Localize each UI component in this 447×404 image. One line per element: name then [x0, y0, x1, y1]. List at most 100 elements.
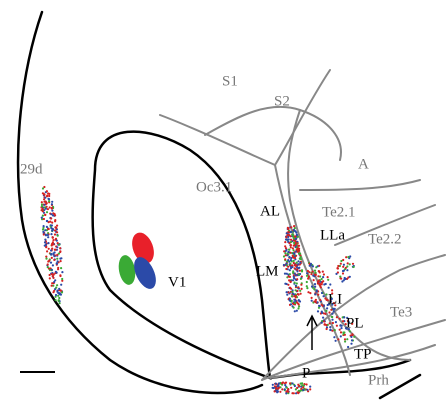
cell-dot [342, 320, 344, 322]
cell-dot [56, 225, 58, 227]
cell-dot [42, 231, 44, 233]
cell-dot [340, 278, 342, 280]
cell-dot [51, 222, 53, 224]
cell-dot [292, 272, 294, 274]
cell-dot [51, 224, 53, 226]
cell-dot [350, 336, 352, 338]
cell-dot [290, 226, 292, 228]
cell-dot [285, 236, 287, 238]
cell-dot [47, 242, 49, 244]
cell-dot [61, 291, 63, 293]
cell-dot [353, 266, 355, 268]
cell-dot [321, 283, 323, 285]
cell-dot [297, 307, 299, 309]
cell-dot [47, 208, 49, 210]
cell-dot [50, 262, 52, 264]
cell-dot [317, 275, 319, 277]
cell-dot [295, 289, 297, 291]
cell-dot [49, 206, 51, 208]
cell-dot [340, 324, 342, 326]
cell-dot [290, 281, 292, 283]
cell-dot [46, 211, 48, 213]
cell-dot [340, 327, 342, 329]
cell-dot [54, 226, 56, 228]
area-label: Te2.1 [322, 204, 356, 220]
cell-dot [297, 384, 299, 386]
cell-dot [59, 250, 61, 252]
cell-dot [302, 386, 304, 388]
cell-dot [296, 234, 298, 236]
area-label: LM [256, 263, 279, 279]
cell-dot [49, 277, 51, 279]
cell-dot [286, 232, 288, 234]
cell-dot [46, 226, 48, 228]
cell-dot [307, 278, 309, 280]
cell-dot [333, 336, 335, 338]
cell-dot [296, 282, 298, 284]
cell-dot [44, 239, 46, 241]
cell-dot [45, 208, 47, 210]
cell-dot [272, 384, 274, 386]
cell-dot [343, 264, 345, 266]
cell-dot [284, 245, 286, 247]
area-label: LI [328, 291, 342, 307]
cell-dot [299, 253, 301, 255]
cell-dot [56, 291, 58, 293]
cell-dot [323, 273, 325, 275]
cell-dot [318, 280, 320, 282]
cell-dot [293, 260, 295, 262]
cell-dot [284, 241, 286, 243]
cell-dot [274, 390, 276, 392]
cell-dot [46, 190, 48, 192]
cell-dot [57, 235, 59, 237]
cell-dot [51, 244, 53, 246]
cell-dot [309, 292, 311, 294]
cell-dot [46, 250, 48, 252]
cell-dot [296, 278, 298, 280]
cell-dot [342, 266, 344, 268]
cell-dot [291, 264, 293, 266]
cell-dot [61, 278, 63, 280]
cell-dot [54, 233, 56, 235]
cell-dot [292, 382, 294, 384]
cell-dot [315, 272, 317, 274]
cell-dot [285, 247, 287, 249]
cell-dot [56, 246, 58, 248]
cell-dot [45, 256, 47, 258]
cell-dot [293, 237, 295, 239]
cell-dot [350, 343, 352, 345]
cell-dot [292, 234, 294, 236]
border-line [205, 107, 341, 160]
cell-dot [44, 204, 46, 206]
border-line [300, 180, 420, 190]
cell-dot [59, 302, 61, 304]
cell-dot [292, 247, 294, 249]
cell-dot [59, 274, 61, 276]
cell-dot [293, 245, 295, 247]
cell-dot [44, 229, 46, 231]
cell-dot [291, 392, 293, 394]
cell-dot [292, 279, 294, 281]
cell-dot [51, 269, 53, 271]
cell-dot [317, 282, 319, 284]
figure: S1 S2 A 29d Oc3.1 Te2.1 Te2.2 AL LLa LM … [0, 0, 447, 404]
cell-dot [43, 194, 45, 196]
cell-dot [48, 198, 50, 200]
cell-dot [284, 273, 286, 275]
cell-dot [290, 239, 292, 241]
cell-dot [295, 265, 297, 267]
cell-dot [291, 291, 293, 293]
cell-dot [53, 281, 55, 283]
cell-dot [317, 310, 319, 312]
cell-dot [311, 300, 313, 302]
cell-dot [284, 258, 286, 260]
cell-dot [41, 201, 43, 203]
cell-dot [285, 392, 287, 394]
cell-dot [288, 242, 290, 244]
cell-dot [56, 240, 58, 242]
cell-dot [42, 210, 44, 212]
cell-dot [300, 293, 302, 295]
cell-dot [346, 265, 348, 267]
cell-dot [43, 201, 45, 203]
cell-dot [336, 316, 338, 318]
